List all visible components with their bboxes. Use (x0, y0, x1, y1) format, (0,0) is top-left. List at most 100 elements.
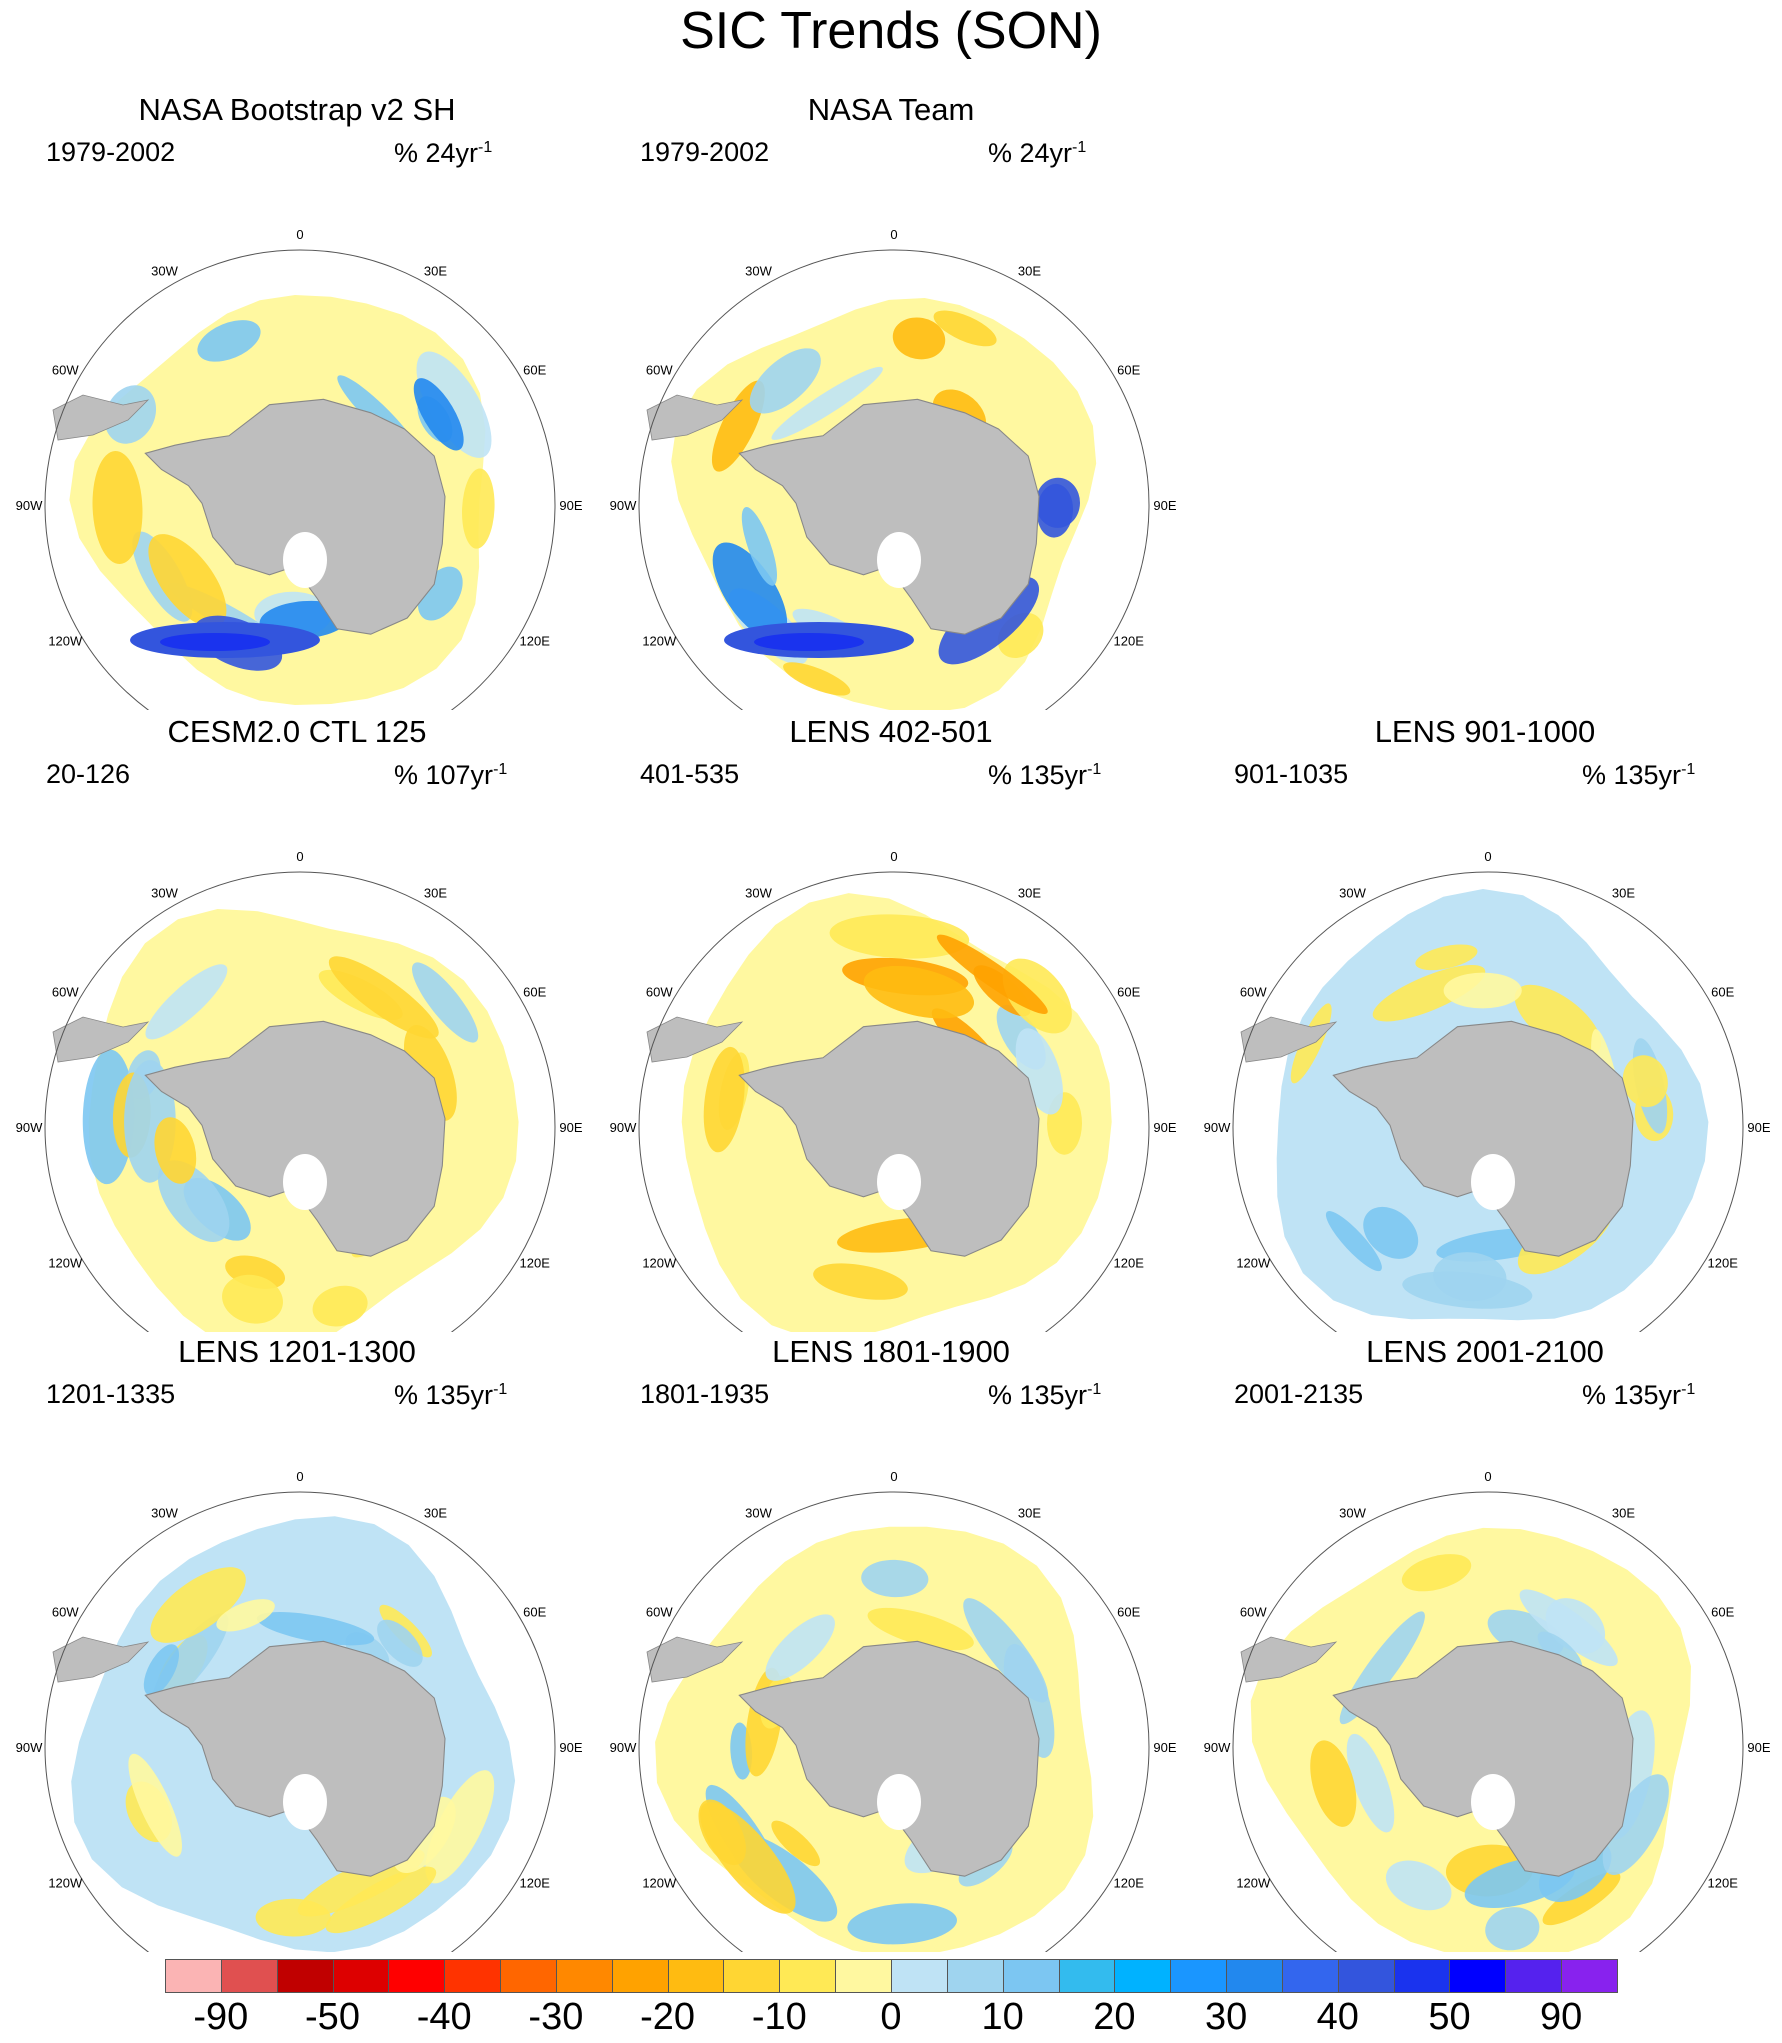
units-base: % 135yr (394, 1380, 494, 1410)
map-panel: LENS 2001-2100 2001-2135 % 135yr-1 0 30E 60E 9… (1188, 1332, 1782, 1952)
longitude-label: 30W (745, 263, 772, 278)
antarctica-landmass (738, 1020, 1040, 1257)
panel-units: % 24yr-1 (394, 132, 492, 169)
trend-patch (741, 507, 778, 586)
longitude-label: 0 (890, 227, 897, 242)
panel-period: 1979-2002 (640, 137, 770, 167)
trend-patch (771, 366, 883, 440)
colorbar-cell (1226, 1959, 1282, 1993)
panel-period: 1979-2002 (46, 137, 176, 167)
trend-patch (1602, 1774, 1669, 1875)
trend-patch (1035, 477, 1081, 528)
longitude-label: 90W (610, 1120, 637, 1135)
colorbar-cell (723, 1959, 780, 1993)
longitude-label: 60E (523, 985, 546, 1000)
trend-patch (933, 310, 997, 347)
units-base: % 135yr (1582, 760, 1682, 790)
colorbar-label: 10 (981, 1996, 1024, 2038)
colorbar-cell (946, 1959, 1003, 1993)
longitude-label: 30E (424, 263, 447, 278)
units-base: % 24yr (988, 138, 1073, 168)
trend-patch (413, 378, 464, 451)
trend-patch (150, 1567, 246, 1643)
panel-period: 20-126 (46, 759, 131, 789)
polar-map: 030E60E90E120E150E180150W120W90W60W30W (16, 849, 583, 1332)
colorbar-label: 50 (1428, 1996, 1471, 2038)
trend-patch (160, 633, 270, 651)
trend-patch (143, 1644, 180, 1696)
ross-ice-shelf (283, 1154, 327, 1210)
colorbar-label: -30 (528, 1996, 584, 2038)
units-base: % 107yr (394, 760, 494, 790)
trend-patch (1433, 1252, 1507, 1302)
longitude-label: 90E (1747, 1740, 1770, 1755)
longitude-label: 90W (1204, 1120, 1231, 1135)
longitude-label: 30E (424, 885, 447, 900)
longitude-label: 120W (48, 634, 83, 649)
longitude-label: 120E (1114, 634, 1145, 649)
south-america-landmass (52, 1636, 150, 1683)
colorbar-cell (1002, 1959, 1059, 1993)
units-base: % 135yr (988, 1380, 1088, 1410)
trend-patch (771, 1820, 821, 1867)
panel-period: 401-535 (640, 759, 740, 789)
longitude-label: 60W (52, 985, 79, 1000)
panel-title: LENS 2001-2100 (1366, 1334, 1604, 1369)
longitude-label: 60E (1711, 1605, 1734, 1620)
panel-period: 1201-1335 (46, 1379, 176, 1409)
longitude-label: 60W (646, 363, 673, 378)
trend-patch (416, 351, 492, 458)
south-america-landmass (646, 1636, 744, 1683)
trend-patch (462, 468, 495, 549)
longitude-label: 90W (1204, 1740, 1231, 1755)
colorbar-label: 90 (1540, 1996, 1583, 2038)
colorbar-cell (332, 1959, 389, 1993)
trend-patch (1310, 1740, 1357, 1827)
colorbar-cell (1561, 1959, 1618, 1993)
longitude-label: 0 (1484, 1469, 1491, 1484)
antarctica-landmass (738, 398, 1040, 635)
longitude-label: 30W (1339, 885, 1366, 900)
trend-patch (936, 934, 1048, 1014)
colorbar-cell (835, 1959, 891, 1993)
colorbar-cell (388, 1959, 445, 1993)
colorbar-cell (611, 1959, 668, 1993)
longitude-label: 60E (1711, 985, 1734, 1000)
ross-ice-shelf (1471, 1774, 1515, 1830)
longitude-label: 120W (642, 634, 677, 649)
trend-patch (92, 450, 143, 565)
polar-map: 030E60E90E120E150E180150W120W90W60W30W (16, 1469, 583, 1952)
panel-units: % 135yr-1 (988, 1374, 1101, 1411)
colorbar-label: 20 (1093, 1996, 1136, 2038)
colorbar (165, 1959, 1618, 1993)
panel-period: 2001-2135 (1234, 1379, 1364, 1409)
trend-patch (712, 542, 788, 641)
longitude-label: 120W (642, 1256, 677, 1271)
trend-patch (703, 1046, 745, 1153)
longitude-label: 60E (1117, 363, 1140, 378)
panel-title: NASA Team (807, 92, 975, 127)
longitude-label: 90W (16, 1120, 43, 1135)
longitude-label: 90E (559, 1120, 582, 1135)
colorbar-cell (1058, 1959, 1115, 1993)
ross-ice-shelf (283, 532, 327, 588)
map-boundary (1232, 1491, 1744, 1952)
map-boundary (1232, 871, 1744, 1332)
longitude-label: 120E (520, 1256, 551, 1271)
trend-patch (861, 1559, 929, 1598)
trend-patch (325, 1866, 437, 1934)
trend-patch (1415, 944, 1478, 971)
longitude-label: 120W (1236, 1876, 1271, 1891)
longitude-label: 60W (52, 1605, 79, 1620)
colorbar-cell (500, 1959, 556, 1993)
colorbar-cell (276, 1959, 333, 1993)
longitude-label: 120W (1236, 1256, 1271, 1271)
longitude-label: 90W (610, 498, 637, 513)
ross-ice-shelf (877, 1154, 921, 1210)
longitude-label: 60W (52, 363, 79, 378)
polar-map: 030E60E90E120E150E180150W120W90W60W30W (610, 849, 1177, 1332)
trend-patch (892, 317, 946, 360)
panel-units: % 135yr-1 (394, 1374, 507, 1411)
colorbar-cell (1393, 1959, 1450, 1993)
map-boundary (44, 249, 556, 710)
